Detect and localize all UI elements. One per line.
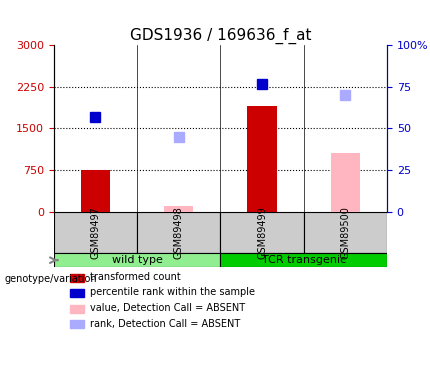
Text: percentile rank within the sample: percentile rank within the sample	[90, 287, 255, 297]
Text: rank, Detection Call = ABSENT: rank, Detection Call = ABSENT	[90, 319, 241, 329]
Bar	[164, 206, 194, 212]
Bar	[71, 305, 84, 313]
FancyBboxPatch shape	[304, 211, 387, 253]
Title: GDS1936 / 169636_f_at: GDS1936 / 169636_f_at	[129, 27, 311, 44]
Bar	[71, 274, 84, 282]
FancyBboxPatch shape	[54, 253, 220, 267]
Text: value, Detection Call = ABSENT: value, Detection Call = ABSENT	[90, 303, 246, 313]
FancyBboxPatch shape	[220, 253, 387, 267]
Text: wild type: wild type	[112, 255, 163, 265]
Bar	[81, 170, 110, 211]
Bar	[247, 106, 276, 211]
Text: transformed count: transformed count	[90, 272, 181, 282]
Text: GSM89498: GSM89498	[174, 206, 184, 259]
FancyBboxPatch shape	[137, 211, 220, 253]
Bar	[331, 153, 360, 212]
Bar	[71, 320, 84, 328]
Text: GSM89497: GSM89497	[90, 206, 101, 259]
Text: GSM89500: GSM89500	[340, 206, 350, 259]
Text: TCR transgenic: TCR transgenic	[261, 255, 346, 265]
Text: GSM89499: GSM89499	[257, 206, 267, 259]
FancyBboxPatch shape	[54, 211, 137, 253]
FancyBboxPatch shape	[220, 211, 304, 253]
Text: genotype/variation: genotype/variation	[4, 274, 97, 284]
Bar	[71, 289, 84, 297]
